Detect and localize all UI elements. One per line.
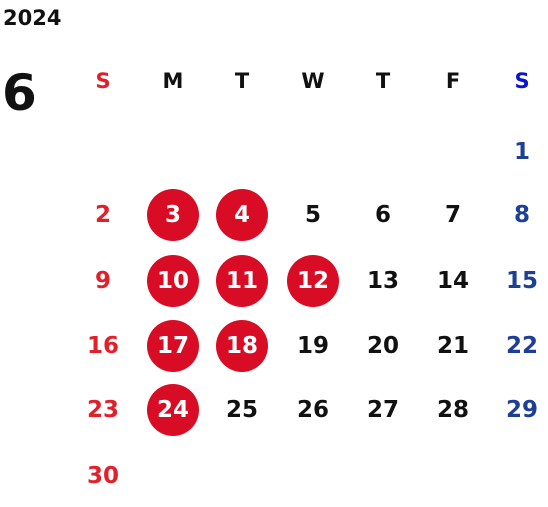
day-highlight: [216, 255, 268, 307]
day-number: 23: [87, 397, 119, 423]
weekday-label: S: [514, 69, 529, 93]
day-number: 13: [367, 268, 399, 294]
weekday-label: T: [235, 69, 250, 93]
day-number: 5: [305, 202, 321, 228]
day-number: 6: [375, 202, 391, 228]
day-highlight: [216, 320, 268, 372]
day-number: 19: [297, 333, 329, 359]
year: 2024: [3, 6, 61, 30]
day-number: 16: [87, 333, 119, 359]
day-number: 12: [297, 268, 329, 294]
day-number: 4: [234, 202, 250, 228]
day-number: 27: [367, 397, 399, 423]
day-number: 17: [157, 333, 189, 359]
day-number: 9: [95, 268, 111, 294]
day-number: 30: [87, 463, 119, 489]
day-highlight: [147, 189, 199, 241]
day-number: 25: [226, 397, 258, 423]
day-number: 28: [437, 397, 469, 423]
weekday-label: T: [376, 69, 391, 93]
day-number: 3: [165, 202, 181, 228]
day-number: 11: [226, 268, 258, 294]
day-number: 8: [514, 202, 530, 228]
weekday-label: M: [163, 69, 184, 93]
day-number: 26: [297, 397, 329, 423]
day-number: 1: [514, 139, 530, 165]
day-highlight: [216, 189, 268, 241]
day-highlight: [147, 384, 199, 436]
day-highlight: [147, 320, 199, 372]
day-number: 2: [95, 202, 111, 228]
day-number: 24: [157, 397, 189, 423]
weekday-label: F: [446, 69, 460, 93]
day-number: 18: [226, 333, 258, 359]
day-number: 22: [506, 333, 538, 359]
month: 6: [2, 64, 37, 122]
day-number: 15: [506, 268, 538, 294]
weekday-label: S: [95, 69, 110, 93]
day-number: 21: [437, 333, 469, 359]
day-number: 10: [157, 268, 189, 294]
day-highlight: [147, 255, 199, 307]
weekday-label: W: [301, 69, 324, 93]
day-number: 20: [367, 333, 399, 359]
day-number: 14: [437, 268, 469, 294]
day-number: 29: [506, 397, 538, 423]
day-highlight: [287, 255, 339, 307]
day-number: 7: [445, 202, 461, 228]
